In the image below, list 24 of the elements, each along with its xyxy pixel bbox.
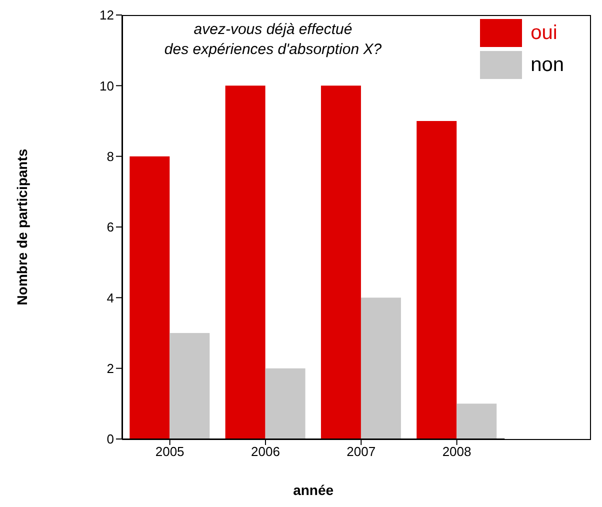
- bar: [225, 86, 266, 439]
- x-tick-label: 2008: [442, 444, 472, 460]
- legend-label: oui: [530, 22, 558, 44]
- y-tick-label: 6: [106, 220, 114, 235]
- x-axis-title: année: [293, 482, 334, 498]
- bar: [360, 298, 401, 439]
- text: avez-vous déjà effectué des expériences d'absorption X?: [163, 20, 383, 60]
- x-tick-label: 2007: [346, 444, 376, 460]
- bar: [265, 368, 306, 439]
- bar: [456, 404, 497, 439]
- bar: [416, 121, 457, 439]
- legend-label: non: [530, 54, 564, 76]
- bar: [320, 86, 361, 439]
- x-tick-label: 2005: [155, 444, 184, 460]
- bar: [130, 156, 170, 439]
- y-tick-label: 4: [106, 290, 114, 306]
- y-tick-label: 10: [100, 78, 114, 94]
- y-tick-label: 0: [106, 432, 114, 447]
- bar: [170, 333, 210, 439]
- y-tick-label: 12: [100, 8, 114, 23]
- y-axis-title: Nombre de participants: [14, 148, 30, 306]
- x-tick-label: 2006: [251, 444, 280, 460]
- y-tick-label: 8: [106, 148, 114, 164]
- y-tick-label: 2: [106, 360, 114, 376]
